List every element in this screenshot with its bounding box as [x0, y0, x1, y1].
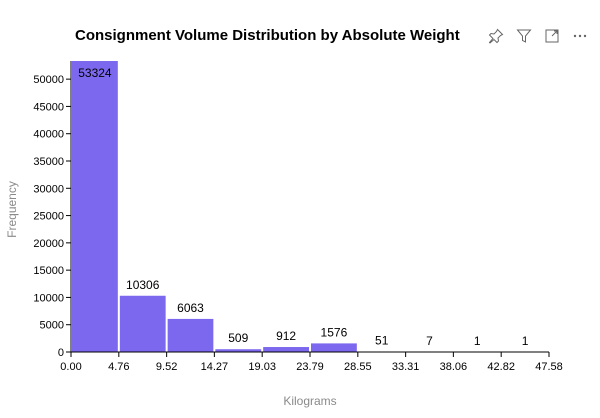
histogram-bar[interactable] — [215, 349, 262, 352]
x-tick-label: 28.55 — [344, 361, 372, 373]
more-options-button[interactable] — [570, 26, 590, 46]
bar-data-label: 51 — [375, 334, 389, 348]
bar-data-label: 1 — [522, 334, 529, 348]
filter-button[interactable] — [514, 26, 534, 46]
histogram-bar[interactable] — [167, 318, 214, 352]
histogram-bar[interactable] — [119, 295, 166, 352]
bar-data-label: 1 — [474, 334, 481, 348]
bar-data-label: 1576 — [321, 325, 348, 339]
chart-title: Consignment Volume Distribution by Absol… — [75, 27, 460, 44]
data-labels-group: 53324 10306 6063 509 912 1576 51 7 1 1 — [78, 66, 529, 348]
histogram-bar[interactable] — [72, 61, 118, 352]
y-tick-label: 25000 — [33, 211, 64, 223]
y-tick-label: 45000 — [33, 101, 64, 113]
x-tick-label: 38.06 — [440, 361, 468, 373]
y-tick-label: 0 — [58, 347, 64, 359]
x-axis-title: Kilograms — [283, 394, 336, 408]
bar-data-label: 912 — [276, 329, 296, 343]
y-tick-label: 5000 — [40, 320, 64, 332]
expand-icon — [545, 29, 559, 43]
y-tick-label: 40000 — [33, 129, 64, 141]
more-options-icon — [573, 34, 587, 38]
y-axis: 0 5000 10000 15000 20000 25000 30000 35000 40000… — [33, 61, 72, 359]
x-tick-label: 23.79 — [296, 361, 324, 373]
y-tick-label: 50000 — [33, 74, 64, 86]
y-tick-label: 30000 — [33, 183, 64, 195]
y-tick-label: 10000 — [33, 292, 64, 304]
focus-mode-button[interactable] — [542, 26, 562, 46]
pin-button[interactable] — [486, 26, 506, 46]
x-tick-label: 19.03 — [248, 361, 276, 373]
x-tick-label: 4.76 — [108, 361, 129, 373]
y-tick-label: 15000 — [33, 265, 64, 277]
x-tick-label: 42.82 — [487, 361, 515, 373]
filter-icon — [516, 29, 532, 43]
bar-data-label: 6063 — [177, 301, 204, 315]
bar-data-label: 7 — [426, 334, 433, 348]
y-tick-label: 20000 — [33, 238, 64, 250]
chart-title-container: Consignment Volume Distribution by Absol… — [75, 25, 485, 47]
bar-data-label: 53324 — [78, 66, 112, 80]
histogram-bar[interactable] — [263, 347, 309, 352]
x-axis: 0.00 4.76 9.52 14.27 19.03 23.79 28.55 33.31 38.… — [60, 351, 563, 373]
y-axis-title: Frequency — [5, 181, 19, 238]
bars-group — [72, 61, 548, 352]
x-tick-label: 47.58 — [535, 361, 563, 373]
x-tick-label: 14.27 — [201, 361, 229, 373]
y-tick-label: 35000 — [33, 156, 64, 168]
x-tick-label: 0.00 — [60, 361, 81, 373]
visual-toolbar — [486, 26, 590, 46]
bar-data-label: 509 — [228, 331, 248, 345]
histogram-bar[interactable] — [311, 343, 357, 352]
bar-data-label: 10306 — [126, 278, 160, 292]
x-tick-label: 33.31 — [392, 361, 420, 373]
x-tick-label: 9.52 — [156, 361, 177, 373]
pin-icon — [488, 28, 504, 44]
